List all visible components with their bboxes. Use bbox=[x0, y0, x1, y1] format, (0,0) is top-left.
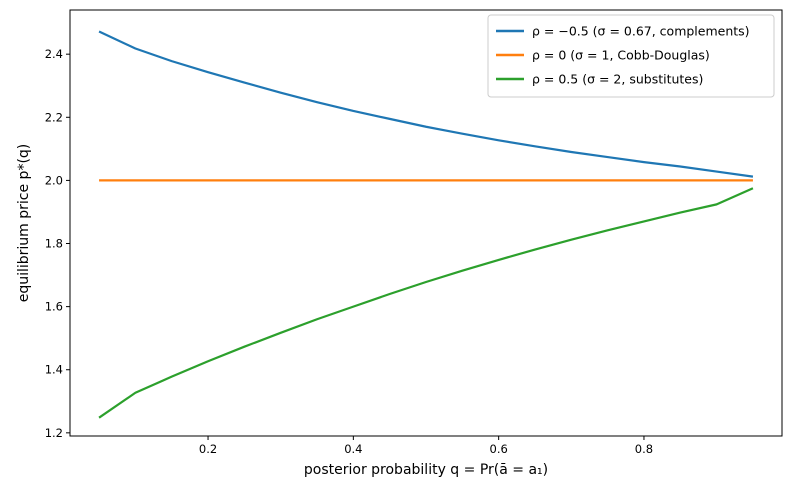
x-tick-label: 0.4 bbox=[344, 442, 362, 456]
x-axis-label: posterior probability q = Pr(ā = a₁) bbox=[304, 462, 548, 478]
series-line-complements bbox=[98, 30, 754, 178]
legend-label-substitutes: ρ = 0.5 (σ = 2, substitutes) bbox=[532, 72, 703, 87]
y-tick-label: 2.4 bbox=[45, 47, 63, 61]
plot-frame bbox=[69, 9, 783, 437]
x-tick-label: 0.8 bbox=[635, 442, 653, 456]
y-tick-label: 1.6 bbox=[45, 300, 63, 314]
legend: ρ = −0.5 (σ = 0.67, complements) ρ = 0 (… bbox=[487, 14, 775, 98]
y-tick-label: 2.0 bbox=[45, 173, 63, 187]
series-line-substitutes bbox=[98, 187, 754, 419]
x-axis-ticks: 0.2 0.4 0.6 0.8 bbox=[199, 436, 653, 456]
legend-label-cobb-douglas: ρ = 0 (σ = 1, Cobb-Douglas) bbox=[532, 48, 710, 63]
y-tick-label: 1.4 bbox=[45, 363, 63, 377]
y-tick-label: 1.2 bbox=[45, 426, 63, 440]
legend-box bbox=[487, 14, 775, 98]
legend-label-complements: ρ = −0.5 (σ = 0.67, complements) bbox=[532, 24, 750, 39]
y-tick-label: 2.2 bbox=[45, 110, 63, 124]
y-tick-label: 1.8 bbox=[45, 237, 63, 251]
x-tick-label: 0.6 bbox=[490, 442, 508, 456]
y-axis-label: equilibrium price p*(q) bbox=[16, 144, 32, 303]
x-tick-label: 0.2 bbox=[199, 442, 217, 456]
y-axis-ticks: 1.2 1.4 1.6 1.8 2.0 2.2 2.4 bbox=[45, 47, 70, 440]
series-layer bbox=[98, 30, 754, 419]
